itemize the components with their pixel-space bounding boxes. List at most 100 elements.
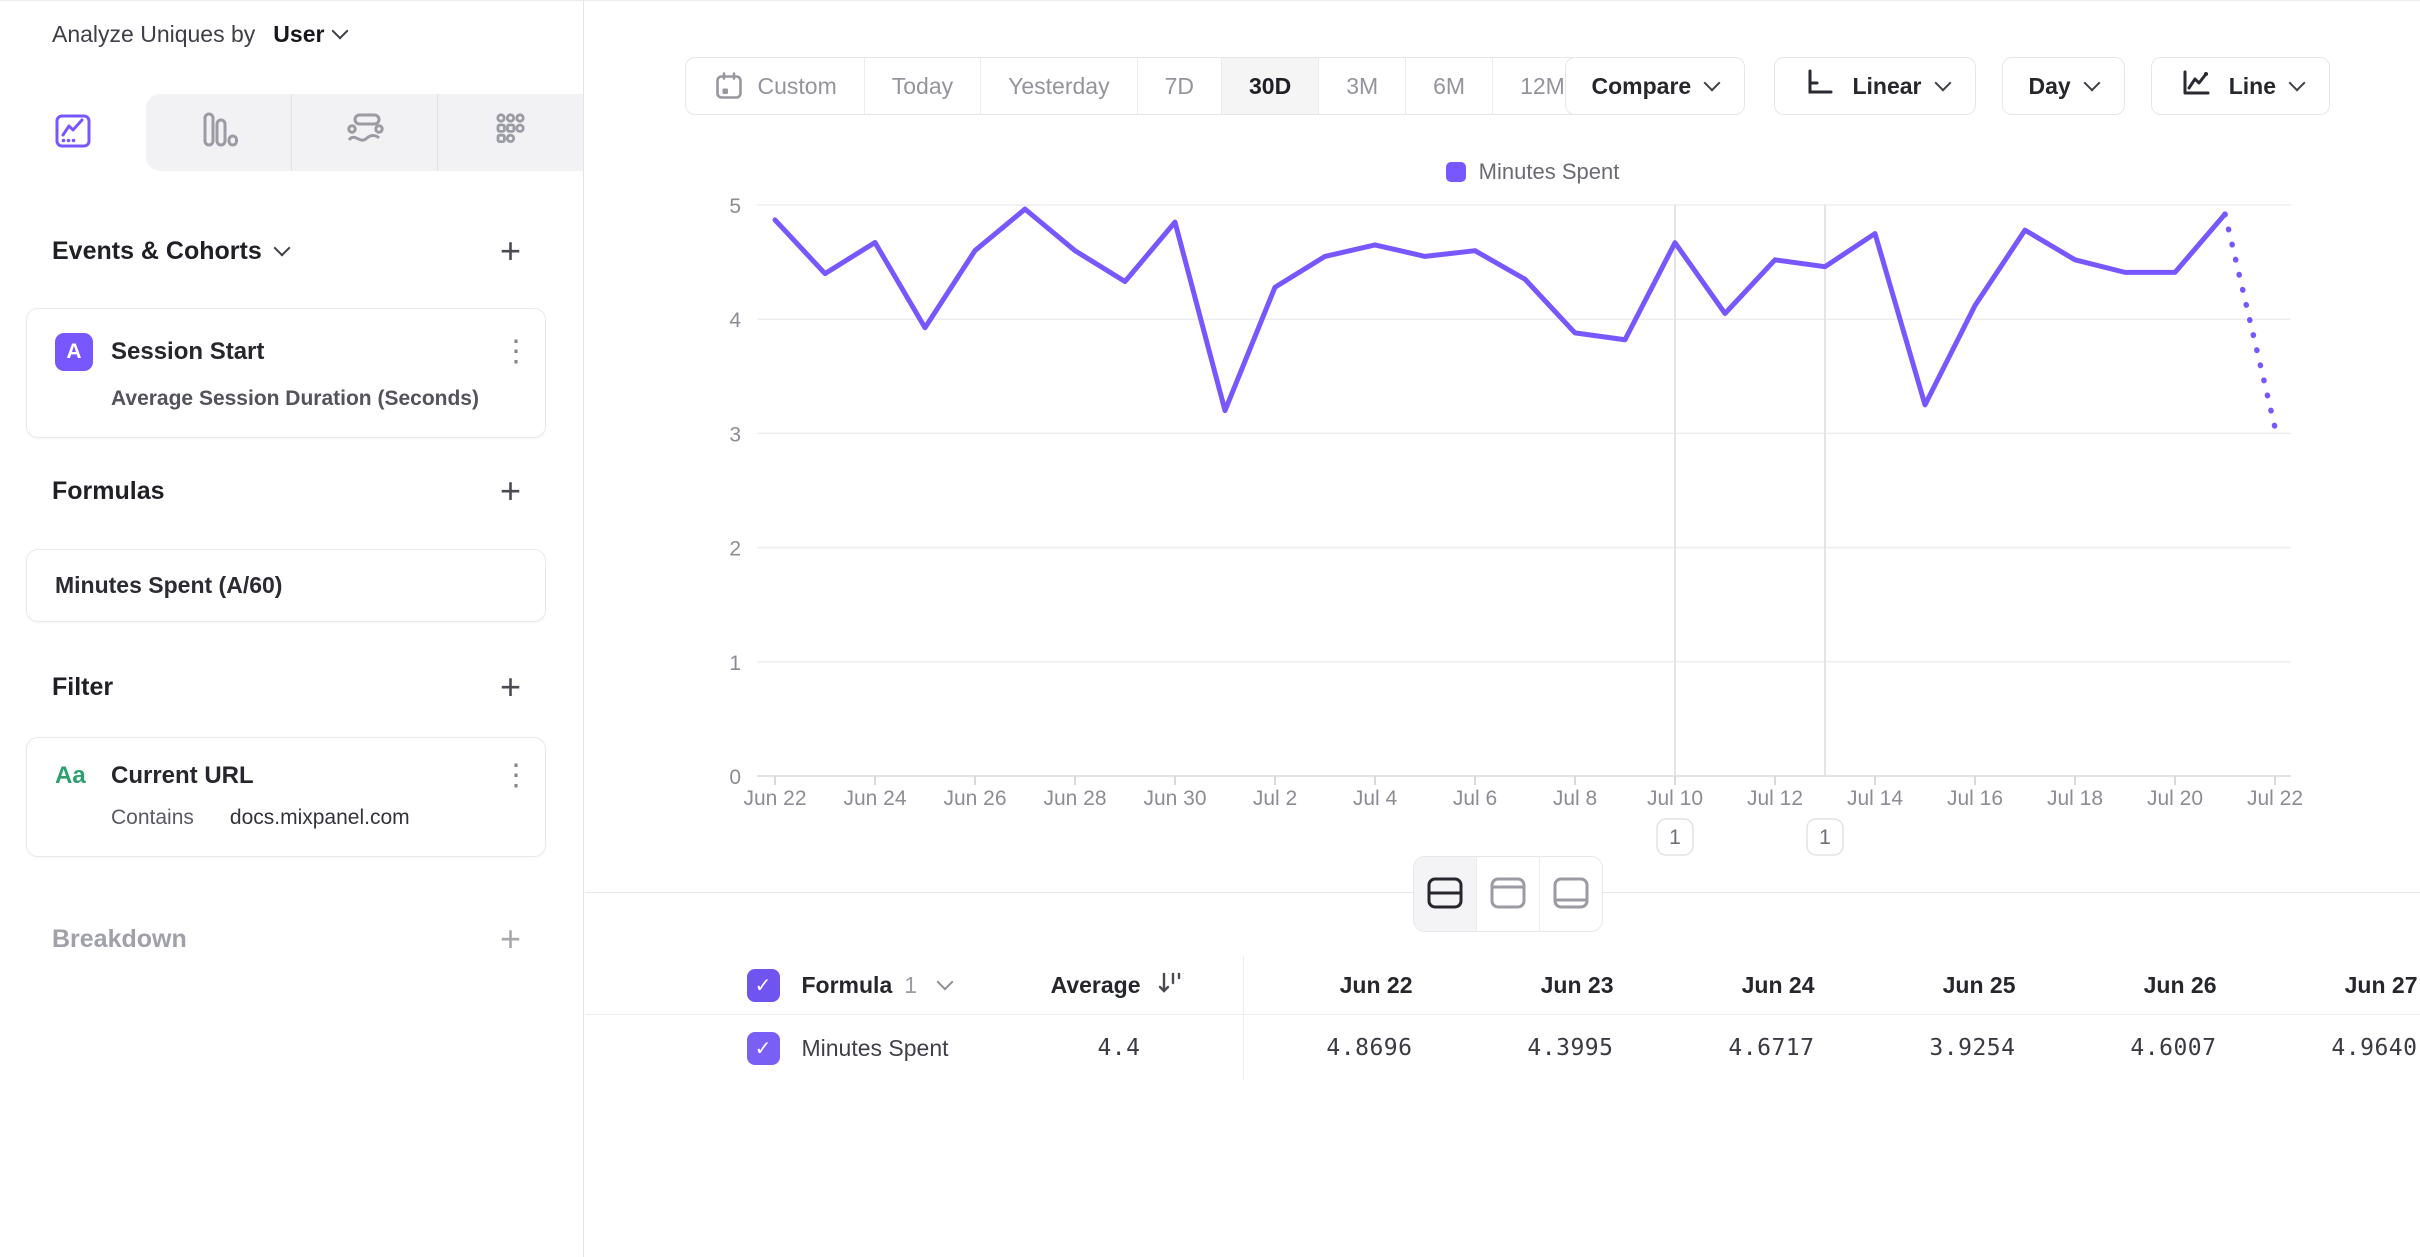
bar-chart-tab-icon (195, 107, 241, 158)
formula-expression[interactable]: Minutes Spent (A/60) (55, 572, 282, 598)
events-cohorts-header[interactable]: Events & Cohorts + (52, 231, 527, 271)
event-card-session-start[interactable]: A Session Start ⋮ Average Session Durati… (26, 308, 546, 438)
add-event-button[interactable]: + (494, 234, 527, 268)
filter-property[interactable]: Current URL (111, 762, 477, 790)
x-axis-tick-label: Jul 6 (1452, 787, 1496, 810)
x-axis-tick-label: Jun 28 (1043, 787, 1106, 810)
x-axis-tick-label: Jun 24 (843, 787, 906, 810)
event-title[interactable]: Session Start (111, 338, 477, 366)
add-breakdown-button[interactable]: + (494, 922, 527, 956)
x-axis-tick-label: Jun 26 (943, 787, 1006, 810)
layout-toggle-group (1413, 856, 1603, 932)
column-header: Jun 23 (1413, 972, 1614, 999)
y-axis-tick-label: 2 (729, 538, 741, 561)
x-axis-tick-label: Jul 18 (2046, 787, 2102, 810)
filter-menu-button[interactable]: ⋮ (495, 765, 521, 787)
visualization-tabs (0, 94, 583, 171)
chart-top-layout-button[interactable] (1476, 857, 1539, 931)
tab-grid[interactable] (437, 94, 583, 171)
column-header: Jun 26 (2016, 972, 2217, 999)
y-axis-tick-label: 3 (729, 423, 741, 446)
x-axis-tick-label: Jul 16 (1946, 787, 2002, 810)
annotation-badge-label: 1 (1819, 826, 1831, 849)
row-checkbox[interactable]: ✓ (747, 1032, 780, 1065)
filter-value[interactable]: docs.mixpanel.com (230, 806, 410, 830)
formulas-header: Formulas + (52, 471, 527, 511)
x-axis-tick-label: Jul 2 (1252, 787, 1296, 810)
event-letter-badge: A (55, 333, 93, 371)
cell-value: 4.3995 (1413, 1035, 1614, 1061)
analyze-by-value: User (273, 21, 324, 48)
x-axis-tick-label: Jul 14 (1846, 787, 1902, 810)
cell-value: 4.8696 (1243, 1035, 1413, 1061)
filter-label: Filter (52, 667, 113, 707)
cell-value: 4.9640 (2217, 1035, 2418, 1061)
tab-flow[interactable] (291, 94, 437, 171)
formulas-label: Formulas (52, 471, 165, 511)
grid-tab-icon (487, 107, 533, 158)
tab-insights-line-chart[interactable] (0, 94, 146, 171)
string-property-icon: Aa (55, 762, 93, 790)
x-axis-tick-label: Jun 30 (1143, 787, 1206, 810)
column-header: Jun 24 (1614, 972, 1815, 999)
add-filter-button[interactable]: + (494, 670, 527, 704)
cell-value: 4.6007 (2016, 1035, 2217, 1061)
flow-tab-icon (341, 107, 387, 158)
line-chart-tab-icon (50, 107, 96, 158)
row-series-name: Minutes Spent (802, 1035, 949, 1062)
series-line-incomplete-segment (2225, 214, 2275, 428)
column-header: Jun 22 (1243, 972, 1413, 999)
event-menu-button[interactable]: ⋮ (495, 341, 521, 363)
x-axis-tick-label: Jul 8 (1552, 787, 1596, 810)
column-header: Jun 27 (2217, 972, 2418, 999)
sort-icon[interactable] (1155, 968, 1185, 1003)
x-axis-tick-label: Jul 4 (1352, 787, 1397, 810)
filter-card-current-url[interactable]: Aa Current URL ⋮ Contains docs.mixpanel.… (26, 737, 546, 857)
y-axis-tick-label: 4 (729, 309, 741, 332)
cell-value: 4.6717 (1614, 1035, 1815, 1061)
y-axis-tick-label: 5 (729, 195, 741, 218)
filter-header: Filter + (52, 667, 527, 707)
event-aggregation[interactable]: Average Session Duration (Seconds) (111, 387, 521, 411)
filter-operator[interactable]: Contains (111, 806, 194, 830)
sidebar: Analyze Uniques by User (0, 1, 584, 1257)
chevron-down-icon (332, 23, 349, 40)
analyze-row: Analyze Uniques by User (0, 1, 583, 67)
events-cohorts-label: Events & Cohorts (52, 231, 262, 271)
select-all-checkbox[interactable]: ✓ (747, 969, 780, 1002)
add-formula-button[interactable]: + (494, 474, 527, 508)
table-column-divider (1243, 956, 1244, 1080)
x-axis-tick-label: Jul 12 (1746, 787, 1802, 810)
x-axis-tick-label: Jul 20 (2146, 787, 2202, 810)
annotation-badge-label: 1 (1669, 826, 1681, 849)
line-chart[interactable]: 0 1 2 3 4 5 1 1 Jun 22 Jun 24 Jun 26 Jun 28 Jun 30 Ju… (585, 1, 2420, 881)
analyze-label: Analyze Uniques by (52, 21, 255, 48)
row-average-value: 4.4 (1097, 1035, 1140, 1061)
cell-value: 3.9254 (1815, 1035, 2016, 1061)
x-axis-tick-label: Jul 22 (2246, 787, 2302, 810)
chart-bottom-layout-button[interactable] (1539, 857, 1602, 931)
breakdown-header: Breakdown + (52, 919, 527, 959)
formula-card[interactable]: Minutes Spent (A/60) (26, 549, 546, 622)
y-axis-tick-label: 1 (729, 652, 741, 675)
x-axis-tick-label: Jul 10 (1646, 787, 1702, 810)
chevron-down-icon (273, 240, 290, 257)
column-header: Jun 25 (1815, 972, 2016, 999)
series-line-minutes-spent[interactable] (775, 209, 2225, 410)
y-axis-tick-label: 0 (729, 766, 741, 789)
chevron-down-icon[interactable] (937, 974, 954, 991)
breakdown-label: Breakdown (52, 919, 187, 959)
inactive-tabs-group (146, 94, 583, 171)
x-axis-tick-label: Jun 22 (743, 787, 806, 810)
chart-table-split-button[interactable] (1414, 857, 1476, 931)
average-header: Average (1051, 972, 1141, 999)
analyze-by-dropdown[interactable]: User (267, 20, 352, 49)
series-group-index: 1 (904, 972, 917, 999)
tab-bar-chart[interactable] (146, 94, 291, 171)
series-group-label[interactable]: Formula (802, 972, 893, 999)
